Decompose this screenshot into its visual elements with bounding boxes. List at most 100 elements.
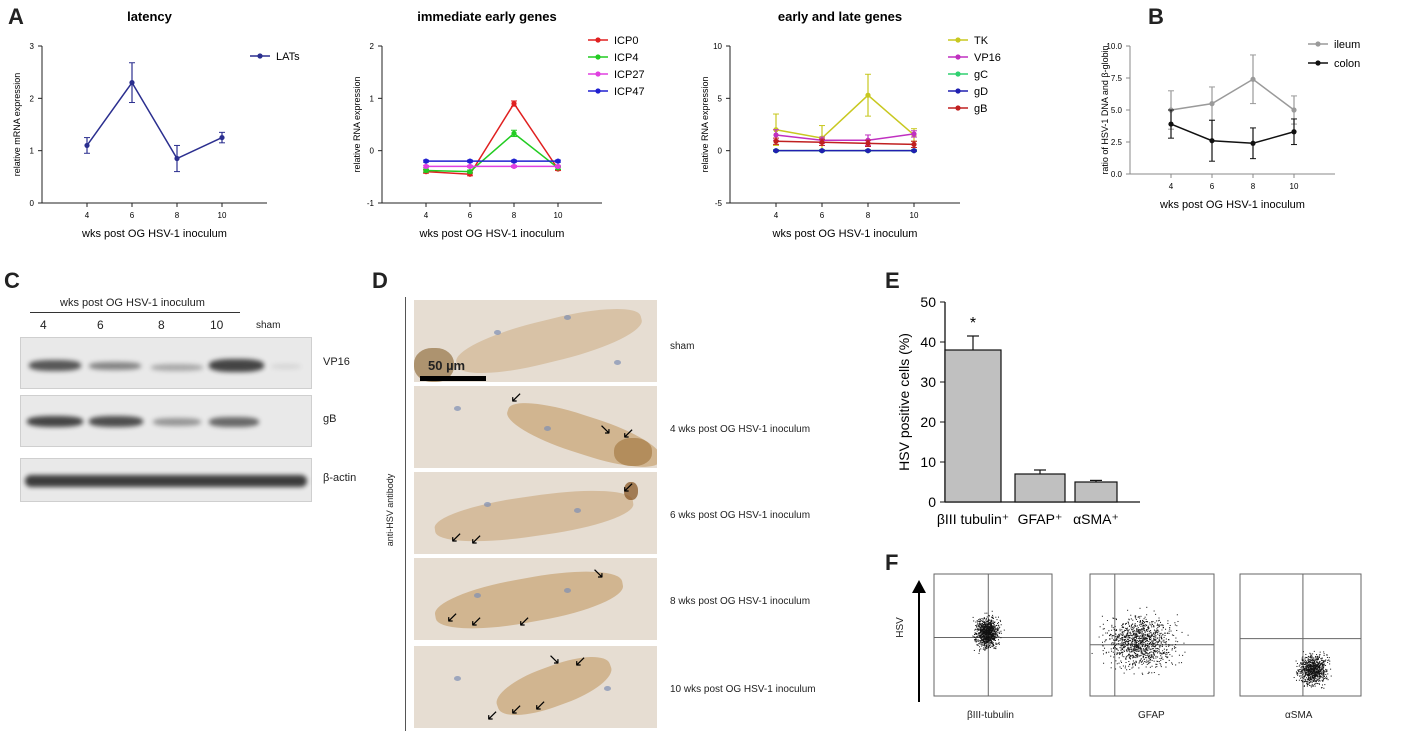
event-dot — [989, 642, 991, 644]
event-dot — [1146, 647, 1148, 649]
event-dot — [1147, 634, 1149, 636]
event-dot — [983, 635, 985, 637]
event-dot — [1158, 674, 1160, 676]
event-dot — [1151, 635, 1153, 637]
event-dot — [1317, 664, 1319, 666]
event-dot — [983, 621, 985, 623]
event-dot — [1296, 665, 1298, 667]
y-tick-label: 7.5 — [1111, 74, 1123, 83]
y-tick-label: 0 — [928, 494, 936, 510]
event-dot — [1145, 624, 1147, 626]
event-dot — [981, 630, 983, 632]
event-dot — [1177, 641, 1179, 643]
event-dot — [987, 627, 989, 629]
event-dot — [1319, 660, 1321, 662]
event-dot — [1301, 664, 1303, 666]
y-tick-label: 0.0 — [1111, 170, 1123, 179]
event-dot — [991, 616, 993, 618]
event-dot — [1112, 635, 1114, 637]
event-dot — [990, 631, 992, 633]
panel-label-d: D — [372, 268, 388, 293]
event-dot — [991, 622, 993, 624]
micro-divider — [405, 297, 406, 731]
event-dot — [1141, 641, 1143, 643]
event-dot — [993, 634, 995, 636]
blot-band — [27, 416, 83, 427]
blot-band — [151, 364, 203, 371]
event-dot — [1157, 624, 1159, 626]
event-dot — [1164, 632, 1166, 634]
event-dot — [1309, 652, 1311, 654]
data-point — [1168, 121, 1174, 127]
event-dot — [1322, 680, 1324, 682]
event-dot — [988, 639, 990, 641]
event-dot — [1119, 653, 1121, 655]
event-dot — [1114, 642, 1116, 644]
event-dot — [982, 640, 984, 642]
event-dot — [988, 619, 990, 621]
event-dot — [1133, 646, 1135, 648]
event-dot — [1308, 669, 1310, 671]
event-dot — [1135, 643, 1137, 645]
legend-marker — [595, 88, 601, 94]
event-dot — [1141, 640, 1143, 642]
event-dot — [988, 628, 990, 630]
event-dot — [1297, 673, 1299, 675]
event-dot — [991, 646, 993, 648]
event-dot — [980, 623, 982, 625]
event-dot — [979, 620, 981, 622]
event-dot — [994, 631, 996, 633]
event-dot — [985, 618, 987, 620]
event-dot — [1102, 623, 1104, 625]
event-dot — [1323, 676, 1325, 678]
event-dot — [1309, 679, 1311, 681]
event-dot — [987, 642, 989, 644]
event-dot — [1156, 648, 1158, 650]
event-dot — [1115, 633, 1117, 635]
event-dot — [994, 632, 996, 634]
event-dot — [977, 636, 979, 638]
event-dot — [1165, 645, 1167, 647]
event-dot — [1120, 649, 1122, 651]
event-dot — [1132, 660, 1134, 662]
event-dot — [997, 622, 999, 624]
event-dot — [1322, 675, 1324, 677]
event-dot — [1134, 645, 1136, 647]
event-dot — [1167, 652, 1169, 654]
event-dot — [1322, 666, 1324, 668]
event-dot — [991, 629, 993, 631]
event-dot — [989, 632, 991, 634]
event-dot — [1157, 660, 1159, 662]
event-dot — [1313, 666, 1315, 668]
blot-band — [89, 362, 141, 370]
event-dot — [1326, 670, 1328, 672]
event-dot — [1323, 663, 1325, 665]
event-dot — [1121, 655, 1123, 657]
event-dot — [1296, 673, 1298, 675]
blot-header: wks post OG HSV-1 inoculum — [60, 297, 205, 309]
event-dot — [1144, 649, 1146, 651]
event-dot — [1150, 651, 1152, 653]
event-dot — [1139, 637, 1141, 639]
event-dot — [995, 630, 997, 632]
event-dot — [1123, 646, 1125, 648]
event-dot — [1309, 665, 1311, 667]
micro-row-label: 4 wks post OG HSV-1 inoculum — [670, 424, 811, 435]
x-tick-label: 10 — [910, 211, 919, 220]
event-dot — [1157, 620, 1159, 622]
event-dot — [1304, 662, 1306, 664]
event-dot — [1123, 627, 1125, 629]
event-dot — [1123, 639, 1125, 641]
event-dot — [1321, 662, 1323, 664]
event-dot — [1154, 646, 1156, 648]
event-dot — [1130, 646, 1132, 648]
event-dot — [1132, 655, 1134, 657]
event-dot — [1310, 662, 1312, 664]
event-dot — [1141, 628, 1143, 630]
event-dot — [1127, 632, 1129, 634]
data-point — [911, 148, 917, 154]
event-dot — [1318, 662, 1320, 664]
event-dot — [1134, 643, 1136, 645]
event-dot — [1127, 639, 1129, 641]
